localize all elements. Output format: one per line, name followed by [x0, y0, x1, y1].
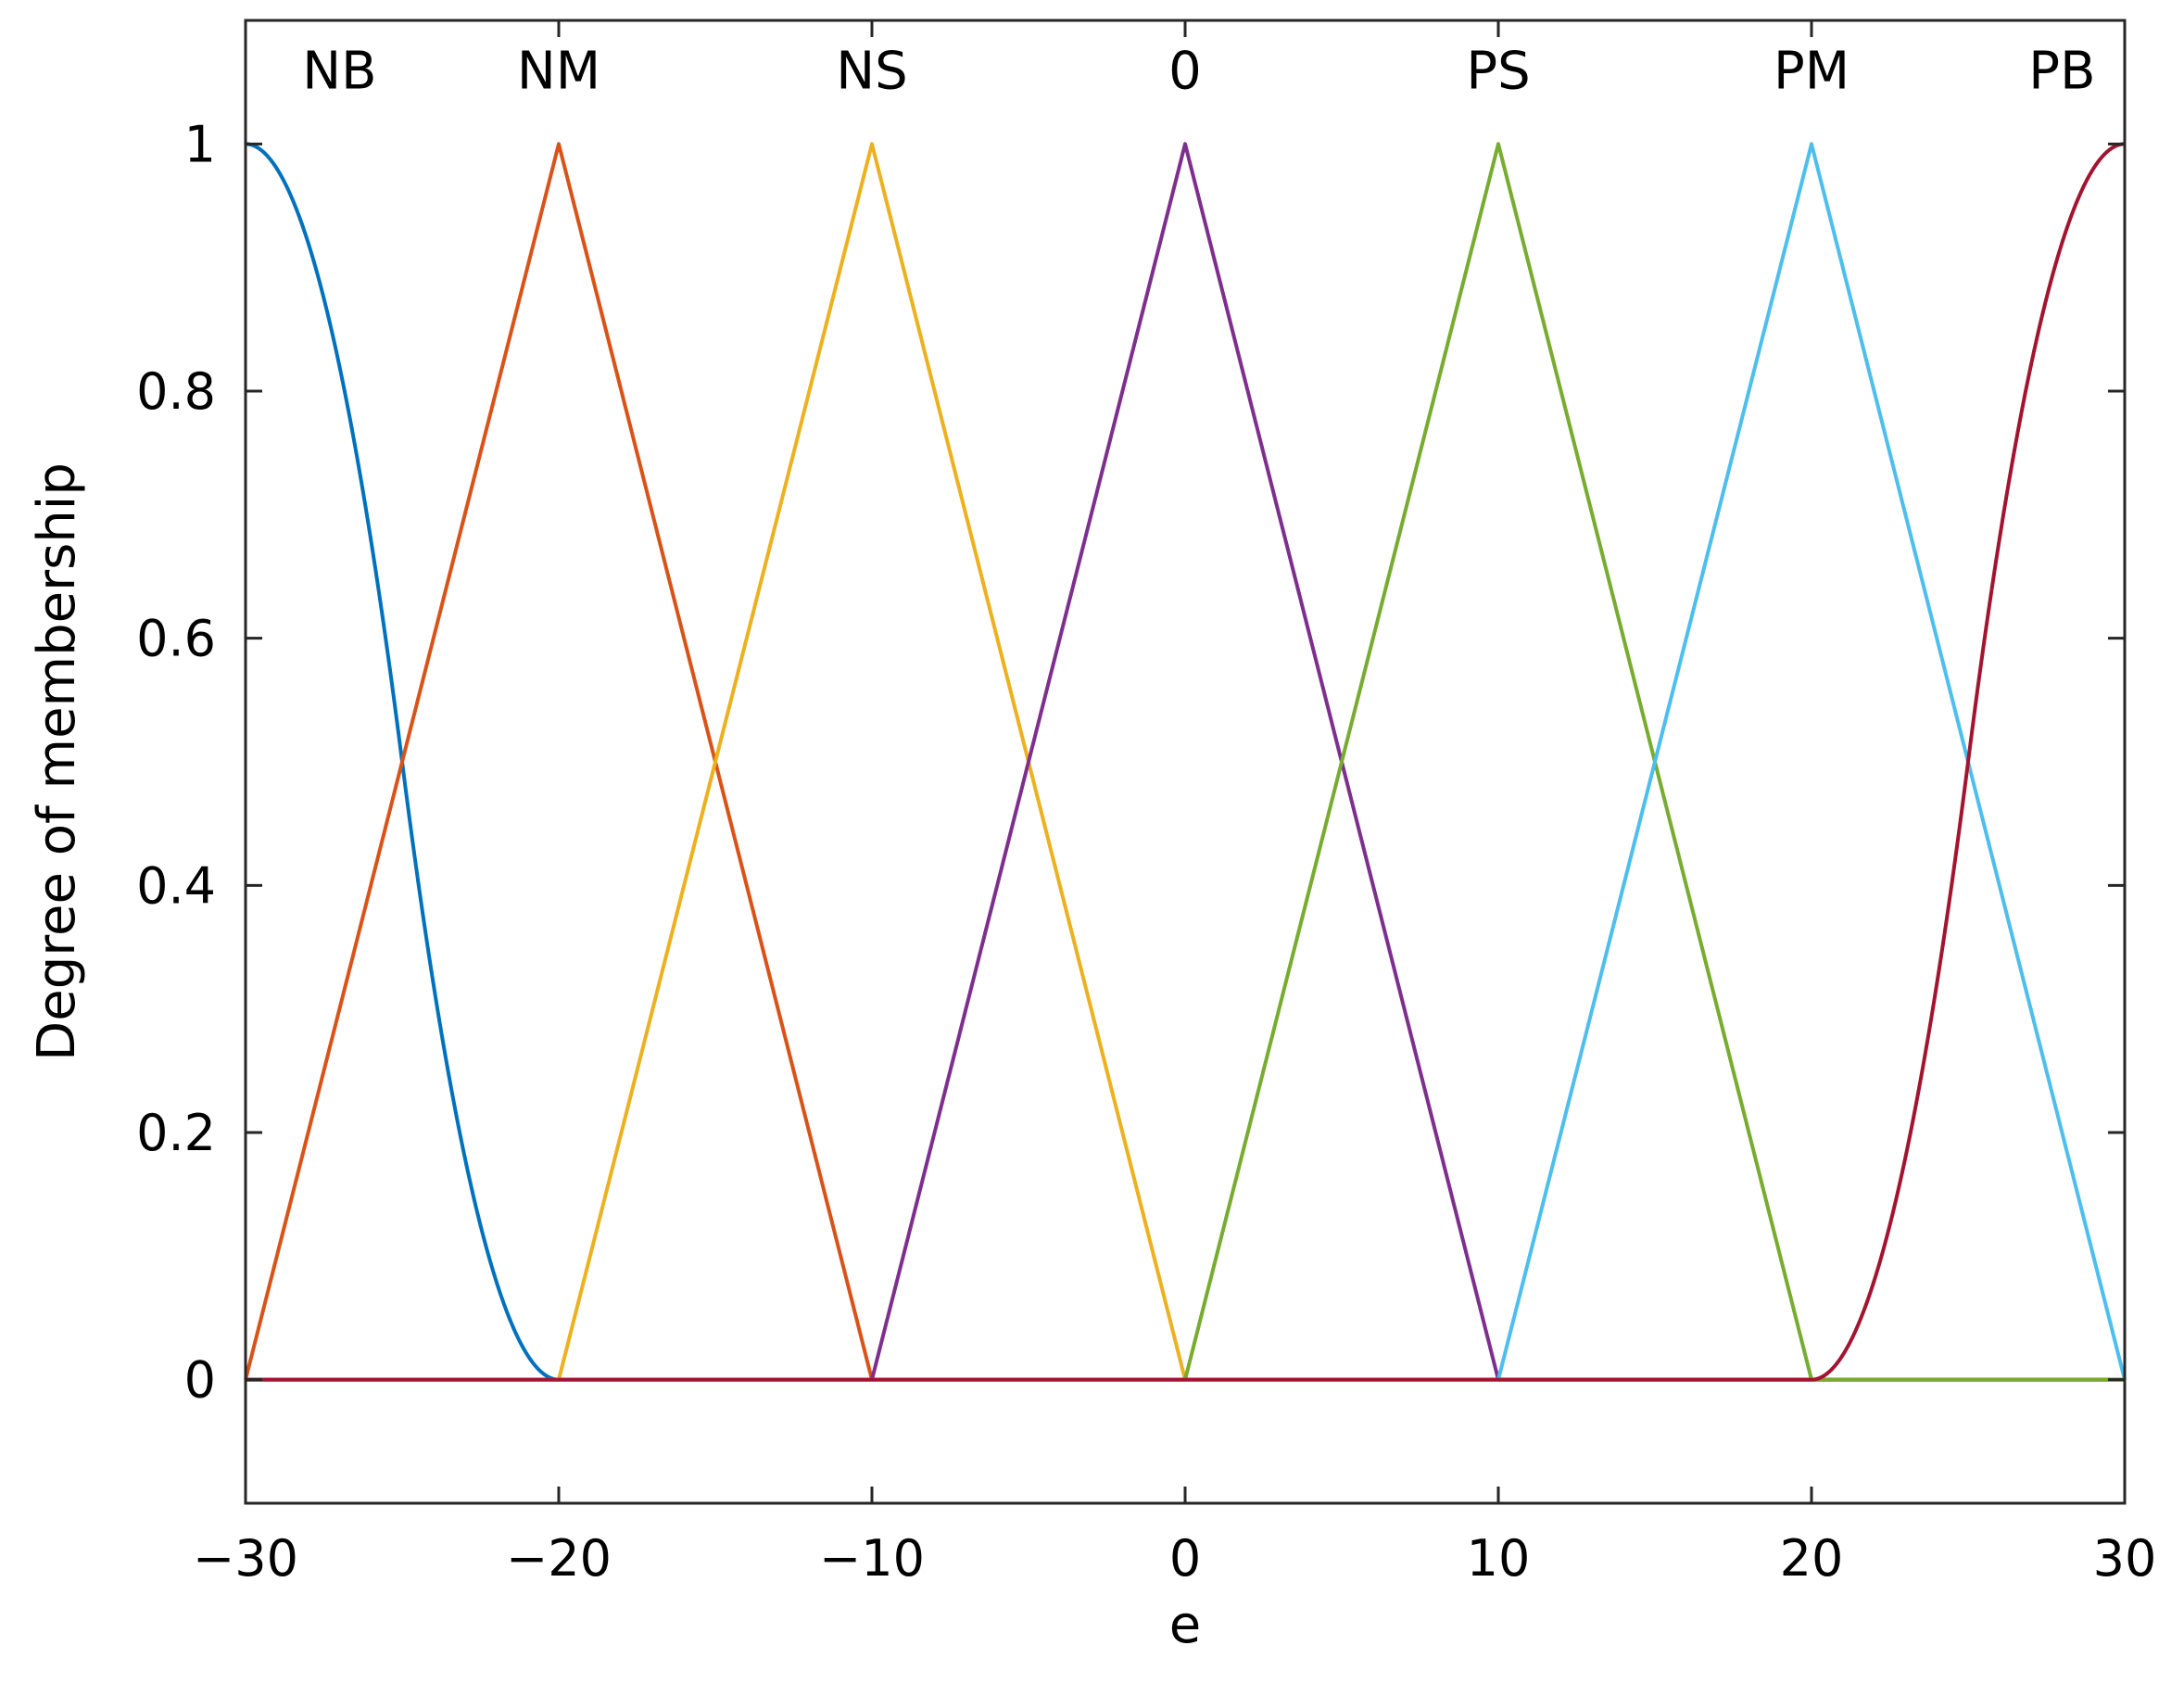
y-tick-label: 0: [184, 1351, 216, 1410]
series-line-4: [245, 142, 2126, 1382]
series-label-7: PB: [2028, 41, 2095, 101]
y-tick-label: 0.2: [136, 1104, 216, 1162]
series-label-1: NB: [302, 41, 376, 101]
series-line-3: [245, 142, 2126, 1382]
series-label-6: PM: [1774, 41, 1849, 101]
x-tick-label: −20: [506, 1529, 612, 1588]
series-label-4: 0: [1168, 41, 1202, 101]
series-line-7: [245, 142, 2126, 1382]
ticks-layer: −30 −20 −10 0 10 20 30 0 0.2 0.4 0.6 0.8 1: [136, 20, 2156, 1588]
y-tick-label: 0.4: [136, 856, 216, 915]
y-tick-label: 0.6: [136, 610, 216, 668]
series-layer: [244, 142, 2127, 1382]
plot-frame: [244, 19, 2127, 1505]
series-line-1: [245, 142, 2126, 1382]
x-tick-label: 10: [1467, 1529, 1531, 1588]
y-axis-title: Degree of membership: [27, 462, 87, 1061]
series-label-3: NS: [836, 41, 907, 101]
x-tick-label: 30: [2093, 1529, 2157, 1588]
series-label-5: PS: [1466, 41, 1530, 101]
labels-layer: NB NM NS 0 PS PM PB: [302, 41, 2095, 101]
x-tick-label: 0: [1169, 1529, 1201, 1588]
series-label-2: NM: [517, 41, 600, 101]
y-tick-label: 1: [184, 115, 216, 173]
x-axis-title: e: [1169, 1595, 1201, 1655]
x-tick-label: 20: [1780, 1529, 1844, 1588]
series-line-5: [245, 142, 2126, 1382]
x-tick-label: −30: [193, 1529, 298, 1588]
series-line-6: [245, 142, 2127, 1382]
x-tick-label: −10: [819, 1529, 925, 1588]
y-tick-label: 0.8: [136, 362, 216, 421]
series-line-2: [244, 142, 2126, 1382]
